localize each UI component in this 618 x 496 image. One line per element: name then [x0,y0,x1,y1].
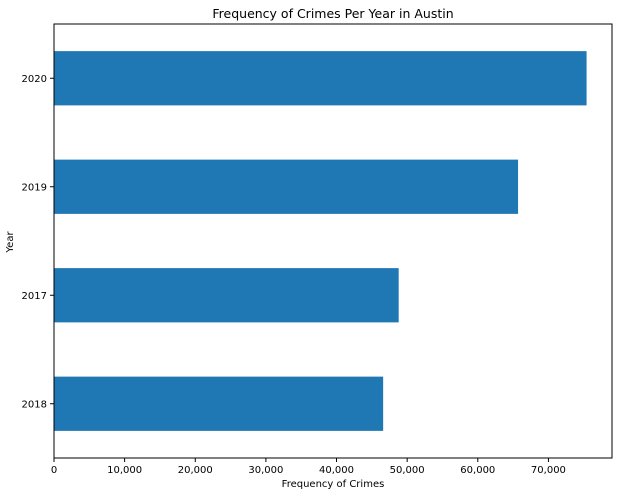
x-tick-label-4: 40,000 [319,465,354,476]
x-tick-label-1: 10,000 [107,465,142,476]
x-tick-label-0: 0 [51,465,57,476]
bar-2020 [54,51,587,106]
bar-2019 [54,159,519,214]
x-tick-label-3: 30,000 [248,465,283,476]
y-tick-label-2020: 2020 [22,74,47,85]
x-tick-label-7: 70,000 [531,465,566,476]
y-tick-label-2018: 2018 [22,399,47,410]
axes-layer: 2018 2017 2019 2020 0 10,000 20,000 30,000 40,00… [22,23,613,476]
x-tick-label-2: 20,000 [178,465,213,476]
chart-title: Frequency of Crimes Per Year in Austin [212,6,453,21]
x-tick-label-5: 50,000 [390,465,425,476]
y-axis-label: Year [5,231,16,254]
bar-2017 [54,268,399,323]
y-tick-label-2019: 2019 [22,182,47,193]
x-axis-label: Frequency of Crimes [282,479,385,490]
y-tick-label-2017: 2017 [22,291,47,302]
bar-2018 [54,376,384,431]
x-tick-label-6: 60,000 [460,465,495,476]
bars-layer [54,51,587,431]
plot-frame [53,23,613,459]
